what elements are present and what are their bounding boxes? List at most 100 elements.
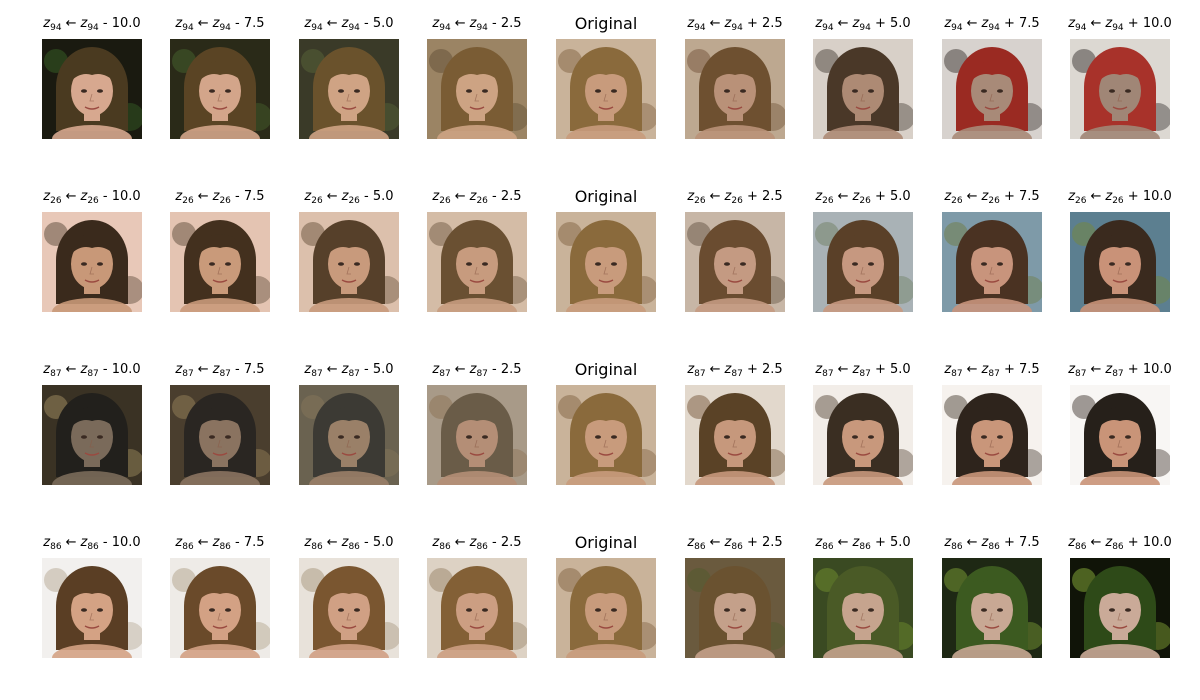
left-arrow-icon: ← bbox=[197, 189, 209, 204]
latent-symbol: z bbox=[944, 535, 952, 550]
latent-symbol: z bbox=[687, 189, 695, 204]
delta-value: 5.0 bbox=[372, 16, 394, 31]
traversal-cell: z94 ← z94 - 2.5 bbox=[413, 14, 541, 144]
operator: - bbox=[492, 16, 497, 31]
latent-symbol: z bbox=[815, 362, 823, 377]
operator: - bbox=[235, 16, 240, 31]
traversal-cell: Original bbox=[542, 360, 670, 490]
face-thumbnail bbox=[42, 558, 142, 658]
latent-index: 94 bbox=[951, 23, 963, 33]
edit-title: z86 ← z86 - 10.0 bbox=[28, 533, 156, 553]
operator: + bbox=[1127, 189, 1139, 204]
latent-symbol: z bbox=[43, 535, 51, 550]
latent-index: 94 bbox=[731, 23, 743, 33]
generated-face-image bbox=[170, 558, 270, 658]
latent-index: 86 bbox=[1112, 542, 1124, 552]
latent-index: 94 bbox=[311, 23, 323, 33]
latent-index: 86 bbox=[1075, 542, 1087, 552]
delta-value: 10.0 bbox=[111, 16, 141, 31]
left-arrow-icon: ← bbox=[454, 362, 466, 377]
latent-symbol: z bbox=[724, 362, 732, 377]
left-arrow-icon: ← bbox=[1090, 535, 1102, 550]
delta-value: 5.0 bbox=[372, 189, 394, 204]
operator: - bbox=[102, 189, 108, 204]
traversal-cell: z87 ← z87 - 7.5 bbox=[156, 360, 284, 490]
left-arrow-icon: ← bbox=[966, 535, 978, 550]
face-thumbnail bbox=[299, 385, 399, 485]
latent-index: 94 bbox=[1112, 23, 1124, 33]
operator: + bbox=[1003, 362, 1015, 377]
latent-index: 26 bbox=[988, 196, 1000, 206]
generated-face-image bbox=[556, 385, 656, 485]
face-thumbnail bbox=[685, 212, 785, 312]
latent-symbol: z bbox=[1068, 362, 1076, 377]
generated-face-image bbox=[42, 558, 142, 658]
left-arrow-icon: ← bbox=[197, 362, 209, 377]
delta-value: 5.0 bbox=[372, 362, 394, 377]
latent-index: 87 bbox=[988, 369, 1000, 379]
face-thumbnail bbox=[1070, 39, 1170, 139]
left-arrow-icon: ← bbox=[454, 16, 466, 31]
traversal-cell: z86 ← z86 + 5.0 bbox=[799, 533, 927, 663]
generated-face-image bbox=[556, 212, 656, 312]
operator: - bbox=[492, 362, 497, 377]
face-thumbnail bbox=[170, 558, 270, 658]
traversal-cell: z86 ← z86 - 5.0 bbox=[285, 533, 413, 663]
latent-index: 26 bbox=[822, 196, 834, 206]
face-thumbnail bbox=[813, 558, 913, 658]
operator: - bbox=[102, 362, 108, 377]
delta-value: 7.5 bbox=[243, 535, 265, 550]
traversal-cell: z26 ← z26 + 10.0 bbox=[1056, 187, 1184, 317]
traversal-cell: z94 ← z94 + 7.5 bbox=[928, 14, 1056, 144]
face-thumbnail bbox=[1070, 212, 1170, 312]
generated-face-image bbox=[299, 212, 399, 312]
delta-value: 5.0 bbox=[889, 189, 911, 204]
face-thumbnail bbox=[170, 212, 270, 312]
latent-symbol: z bbox=[1068, 16, 1076, 31]
edit-title: z26 ← z26 - 10.0 bbox=[28, 187, 156, 207]
latent-symbol: z bbox=[341, 16, 349, 31]
edit-title: z87 ← z87 - 10.0 bbox=[28, 360, 156, 380]
generated-face-image bbox=[1070, 558, 1170, 658]
operator: + bbox=[746, 189, 758, 204]
latent-index: 26 bbox=[859, 196, 871, 206]
latent-symbol: z bbox=[175, 189, 183, 204]
latent-index: 87 bbox=[1112, 369, 1124, 379]
generated-face-image bbox=[427, 558, 527, 658]
latent-index: 87 bbox=[50, 369, 62, 379]
edit-title: z94 ← z94 - 7.5 bbox=[156, 14, 284, 34]
face-thumbnail bbox=[1070, 558, 1170, 658]
left-arrow-icon: ← bbox=[966, 189, 978, 204]
latent-symbol: z bbox=[432, 535, 440, 550]
generated-face-image bbox=[299, 39, 399, 139]
generated-face-image bbox=[813, 39, 913, 139]
face-thumbnail bbox=[685, 39, 785, 139]
latent-index: 87 bbox=[87, 369, 99, 379]
latent-symbol: z bbox=[981, 535, 989, 550]
left-arrow-icon: ← bbox=[326, 362, 338, 377]
latent-symbol: z bbox=[469, 189, 477, 204]
latent-index: 86 bbox=[822, 542, 834, 552]
face-thumbnail bbox=[556, 385, 656, 485]
delta-value: 2.5 bbox=[500, 16, 522, 31]
face-thumbnail bbox=[427, 39, 527, 139]
latent-index: 26 bbox=[476, 196, 488, 206]
edit-title: z26 ← z26 + 10.0 bbox=[1056, 187, 1184, 207]
generated-face-image bbox=[556, 558, 656, 658]
latent-index: 26 bbox=[1075, 196, 1087, 206]
latent-symbol: z bbox=[981, 362, 989, 377]
latent-symbol: z bbox=[341, 189, 349, 204]
edit-title: z86 ← z86 - 7.5 bbox=[156, 533, 284, 553]
delta-value: 10.0 bbox=[111, 189, 141, 204]
latent-index: 87 bbox=[219, 369, 231, 379]
face-thumbnail bbox=[685, 385, 785, 485]
traversal-cell: z26 ← z26 + 7.5 bbox=[928, 187, 1056, 317]
latent-symbol: z bbox=[944, 16, 952, 31]
left-arrow-icon: ← bbox=[837, 16, 849, 31]
generated-face-image bbox=[42, 212, 142, 312]
traversal-cell: z87 ← z87 + 2.5 bbox=[671, 360, 799, 490]
traversal-cell: z87 ← z87 - 5.0 bbox=[285, 360, 413, 490]
delta-value: 2.5 bbox=[500, 189, 522, 204]
latent-index: 26 bbox=[50, 196, 62, 206]
